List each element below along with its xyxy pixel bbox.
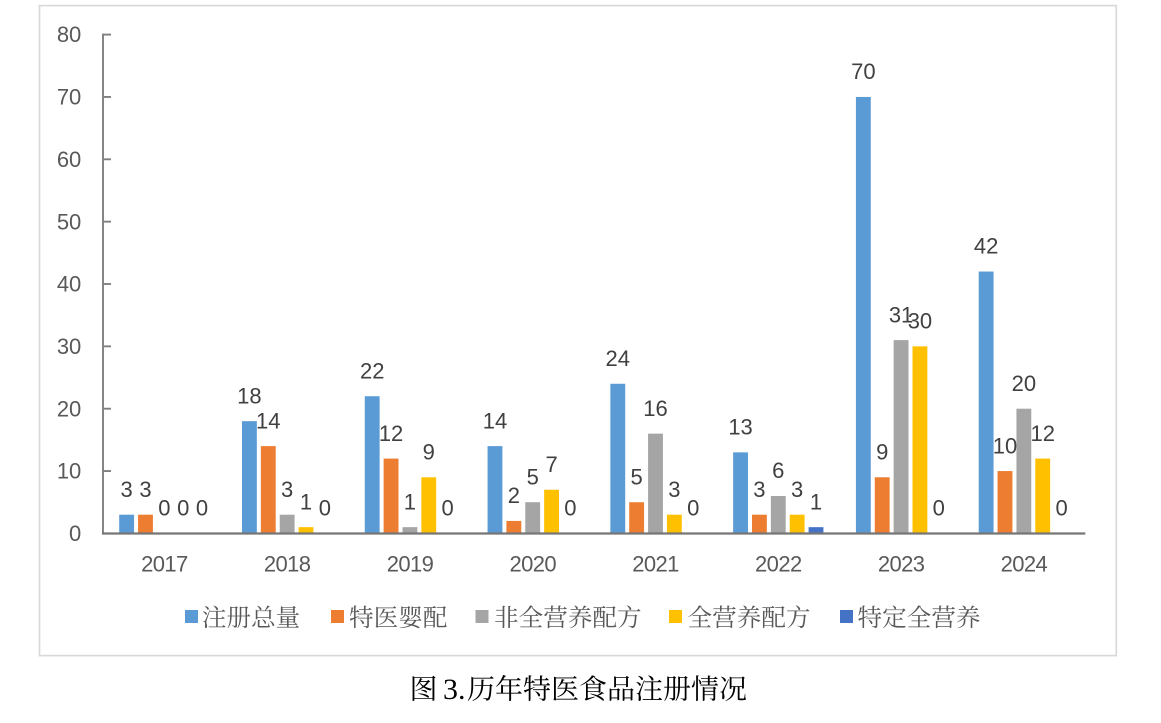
svg-text:0: 0: [1055, 496, 1067, 521]
svg-text:0: 0: [687, 496, 699, 521]
svg-text:2: 2: [508, 483, 520, 508]
svg-text:2024: 2024: [1001, 552, 1048, 577]
svg-text:60: 60: [57, 147, 81, 172]
svg-text:0: 0: [69, 521, 81, 546]
svg-text:14: 14: [483, 408, 507, 433]
svg-text:1: 1: [810, 489, 822, 514]
svg-text:3: 3: [281, 477, 293, 502]
svg-text:50: 50: [57, 209, 81, 234]
svg-text:16: 16: [643, 396, 667, 421]
svg-text:2018: 2018: [264, 552, 311, 577]
svg-text:7: 7: [545, 452, 557, 477]
svg-text:12: 12: [1030, 421, 1054, 446]
svg-text:3.: 3.: [443, 673, 466, 706]
svg-text:2023: 2023: [878, 552, 925, 577]
svg-text:2017: 2017: [141, 552, 188, 577]
svg-text:9: 9: [423, 439, 435, 464]
svg-text:9: 9: [876, 439, 888, 464]
svg-text:1: 1: [300, 489, 312, 514]
svg-text:80: 80: [57, 22, 81, 47]
svg-text:31: 31: [889, 302, 913, 327]
svg-text:0: 0: [564, 496, 576, 521]
svg-text:18: 18: [237, 383, 261, 408]
svg-text:3: 3: [120, 477, 132, 502]
svg-text:42: 42: [974, 234, 998, 259]
svg-text:0: 0: [442, 496, 454, 521]
svg-text:0: 0: [158, 496, 170, 521]
svg-text:13: 13: [728, 415, 752, 440]
svg-text:10: 10: [993, 433, 1017, 458]
svg-text:70: 70: [851, 59, 875, 84]
svg-text:30: 30: [57, 334, 81, 359]
svg-text:3: 3: [668, 477, 680, 502]
svg-text:22: 22: [360, 358, 384, 383]
svg-text:1: 1: [404, 489, 416, 514]
svg-text:6: 6: [772, 458, 784, 483]
svg-text:2019: 2019: [387, 552, 434, 577]
svg-text:3: 3: [753, 477, 765, 502]
svg-text:0: 0: [196, 496, 208, 521]
svg-text:12: 12: [379, 421, 403, 446]
svg-text:3: 3: [791, 477, 803, 502]
svg-text:2022: 2022: [755, 552, 802, 577]
svg-text:30: 30: [908, 309, 932, 334]
svg-text:24: 24: [606, 346, 630, 371]
svg-text:5: 5: [631, 464, 643, 489]
svg-text:10: 10: [57, 459, 81, 484]
svg-text:20: 20: [1012, 371, 1036, 396]
svg-text:0: 0: [177, 496, 189, 521]
svg-text:0: 0: [933, 496, 945, 521]
svg-text:3: 3: [139, 477, 151, 502]
svg-text:2020: 2020: [509, 552, 556, 577]
svg-text:40: 40: [57, 272, 81, 297]
svg-text:0: 0: [319, 496, 331, 521]
svg-text:20: 20: [57, 396, 81, 421]
svg-text:5: 5: [527, 464, 539, 489]
svg-text:14: 14: [256, 408, 280, 433]
svg-text:2021: 2021: [632, 552, 679, 577]
svg-text:70: 70: [57, 85, 81, 110]
